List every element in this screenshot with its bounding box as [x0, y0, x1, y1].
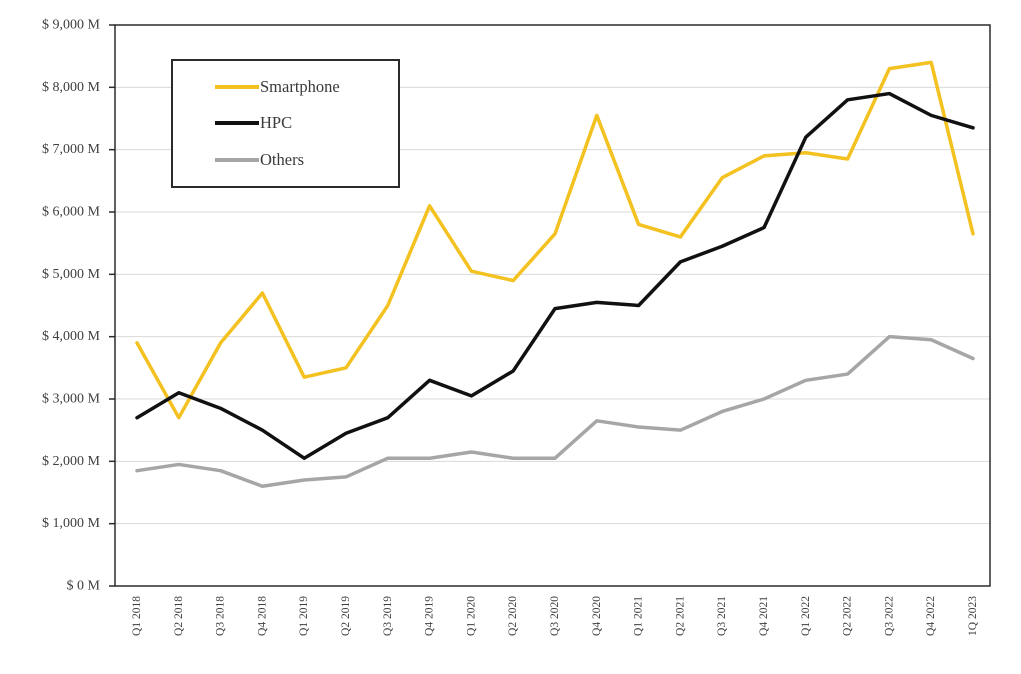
series-line-hpc: [135, 91, 975, 460]
legend-label-others: Others: [260, 149, 304, 169]
y-tick-label: $ 5,000 M: [42, 267, 101, 282]
y-tick-label: $ 8,000 M: [42, 80, 101, 95]
y-tick-label: $ 0 M: [67, 579, 101, 594]
x-tick-label: Q1 2022: [800, 596, 812, 636]
x-tick-label: 1Q 2023: [967, 596, 979, 636]
legend-item-smartphone: Smartphone: [215, 76, 392, 96]
legend-item-hpc: HPC: [215, 115, 392, 132]
y-tick-label: $ 7,000 M: [42, 142, 101, 157]
plot-border: [114, 24, 991, 587]
x-tick-label: Q4 2021: [758, 596, 770, 636]
x-tick-label: Q2 2020: [507, 596, 519, 636]
x-tick-label: Q1 2019: [298, 596, 310, 636]
x-tick-label: Q4 2020: [591, 596, 603, 636]
x-tick-label: Q3 2019: [382, 596, 394, 636]
y-tick-label: $ 4,000 M: [42, 329, 101, 344]
x-tick-label: Q4 2018: [256, 596, 268, 636]
x-tick-label: Q1 2020: [465, 596, 477, 636]
y-tick-label: $ 9,000 M: [42, 18, 101, 33]
y-tick-label: $ 3,000 M: [42, 392, 101, 407]
legend-swatch-smartphone: [215, 85, 259, 90]
legend: Smartphone HPC Others: [171, 59, 400, 188]
legend-item-others: Others: [215, 149, 392, 169]
x-tick-label: Q2 2021: [674, 596, 686, 636]
y-tick-label: $ 2,000 M: [42, 454, 101, 469]
x-tick-label: Q1 2018: [131, 596, 143, 636]
x-tick-label: Q3 2020: [549, 596, 561, 636]
x-tick-label: Q3 2021: [716, 596, 728, 636]
y-tick-label: $ 1,000 M: [42, 516, 101, 531]
x-tick-label: Q4 2019: [424, 596, 436, 636]
series-line-smartphone: [135, 60, 975, 420]
x-tick-label: Q2 2022: [842, 596, 854, 636]
series-line-others: [135, 334, 975, 489]
x-tick-label: Q4 2022: [925, 596, 937, 636]
x-tick-label: Q1 2021: [633, 596, 645, 636]
legend-label-smartphone: Smartphone: [260, 76, 340, 96]
x-tick-label: Q3 2022: [883, 596, 895, 636]
legend-swatch-hpc: [215, 121, 259, 126]
x-tick-label: Q2 2019: [340, 596, 352, 636]
x-tick-label: Q3 2018: [215, 596, 227, 636]
y-tick-label: $ 6,000 M: [42, 205, 101, 220]
legend-swatch-others: [215, 157, 259, 162]
legend-label-hpc: HPC: [260, 113, 293, 133]
x-tick-label: Q2 2018: [173, 596, 185, 636]
